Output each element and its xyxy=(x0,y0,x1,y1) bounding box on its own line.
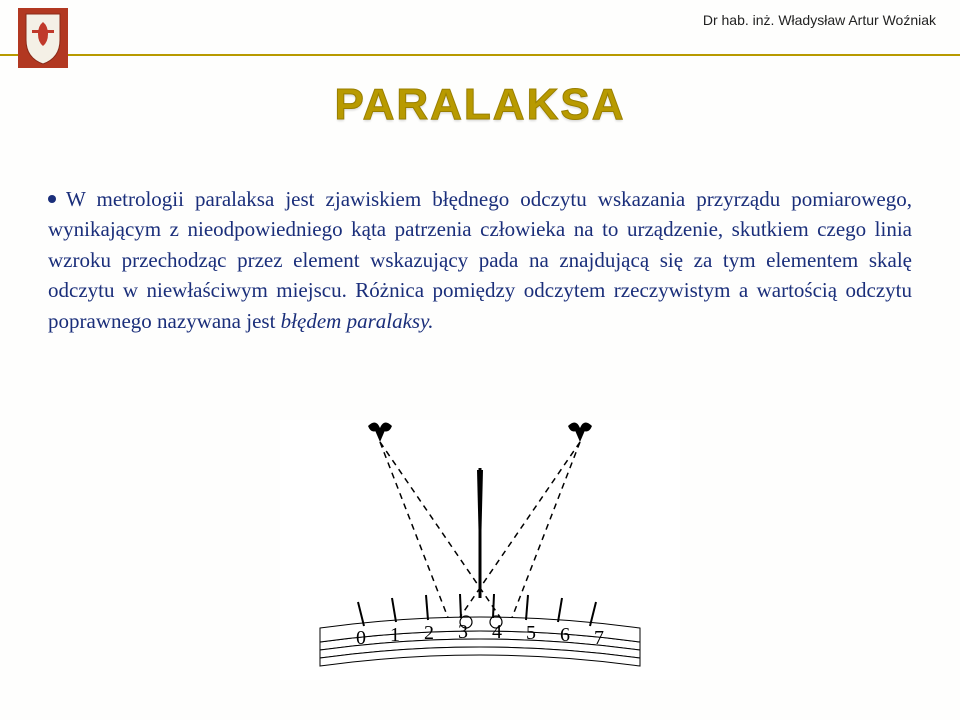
scale-label-6: 6 xyxy=(560,624,570,646)
header-accent-line xyxy=(0,54,960,56)
scale-label-2: 2 xyxy=(424,622,434,644)
paragraph-emphasis: błędem paralaksy. xyxy=(281,309,434,333)
scale-label-7: 7 xyxy=(594,627,604,649)
paragraph-main: W metrologii paralaksa jest zjawiskiem b… xyxy=(48,187,912,333)
scale-label-1: 1 xyxy=(390,624,400,646)
scale-label-4: 4 xyxy=(492,621,502,643)
body-paragraph: W metrologii paralaksa jest zjawiskiem b… xyxy=(48,184,912,336)
eye-left-icon xyxy=(368,422,392,442)
bullet-icon xyxy=(48,195,56,203)
institution-logo xyxy=(18,8,68,68)
eye-right-icon xyxy=(568,422,592,442)
scale-label-5: 5 xyxy=(526,622,536,644)
scale-label-0: 0 xyxy=(356,627,366,649)
parallax-diagram: 0 1 2 3 4 5 6 7 xyxy=(280,420,680,680)
author-name: Dr hab. inż. Władysław Artur Woźniak xyxy=(703,12,936,28)
scale-label-3: 3 xyxy=(458,621,468,643)
slide-title: PARALAKSA xyxy=(0,80,960,130)
